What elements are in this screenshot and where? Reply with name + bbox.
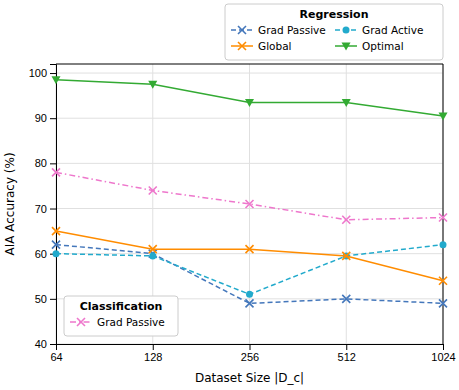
legend-entry: Grad Passive [70, 316, 165, 328]
plot: 64 128 256 512 1024 40 50 60 70 80 90 100 [29, 64, 456, 363]
tick-mark [50, 209, 56, 210]
legend-marker [342, 43, 351, 51]
tick-mark [443, 344, 444, 350]
tick: 64 [50, 344, 62, 363]
tick-label: 128 [144, 351, 162, 363]
x-axis: 64 128 256 512 1024 [50, 344, 455, 363]
legend-title: Classification [80, 300, 163, 313]
marker [52, 227, 60, 235]
tick-label: 100 [29, 67, 47, 79]
tick: 256 [241, 344, 259, 363]
legend-label: Grad Active [362, 24, 423, 36]
axis-line [50, 65, 57, 345]
line [56, 231, 443, 281]
marker [149, 245, 157, 253]
tick-mark [153, 344, 154, 350]
marker [246, 245, 254, 253]
marker [52, 168, 60, 176]
legend: Regression Grad Passive Grad Active Global O… [225, 4, 443, 60]
tick-label: 60 [35, 248, 47, 260]
tick: 80 [35, 157, 56, 169]
marker [245, 99, 254, 107]
marker [439, 277, 447, 285]
tick-mark [250, 344, 251, 350]
marker [149, 186, 157, 194]
tick-label: 50 [35, 293, 47, 305]
tick: 100 [29, 67, 56, 79]
marker [246, 299, 254, 307]
tick: 128 [144, 344, 162, 363]
legend-label: Grad Passive [97, 316, 165, 328]
marker [342, 216, 350, 224]
tick-label: 512 [338, 351, 356, 363]
tick-label: 1024 [431, 351, 455, 363]
marker [148, 81, 157, 89]
tick-label: 80 [35, 157, 47, 169]
tick: 1024 [431, 344, 455, 363]
tick-label: 64 [50, 351, 62, 363]
legend-label: Global [258, 40, 292, 52]
grid [56, 64, 443, 344]
tick-label: 70 [35, 203, 47, 215]
series [52, 76, 448, 120]
tick-label: 90 [35, 112, 47, 124]
axis-line [57, 345, 444, 351]
legend-label: Optimal [362, 40, 404, 52]
series-group [52, 76, 448, 307]
legend-label: Grad Passive [258, 24, 326, 36]
legend-marker [238, 26, 246, 34]
legend-box [64, 296, 178, 336]
marker [52, 241, 60, 249]
legend-marker [77, 318, 85, 326]
marker [439, 112, 448, 120]
tick: 40 [35, 338, 56, 350]
line [56, 172, 443, 219]
marker [342, 252, 350, 260]
tick-mark [50, 344, 56, 345]
line [56, 80, 443, 116]
marker [149, 252, 156, 259]
line [56, 245, 443, 304]
legend-entry: Optimal [335, 40, 404, 52]
series [52, 227, 447, 285]
legend-title: Regression [300, 8, 369, 21]
marker [439, 299, 447, 307]
legend-marker [343, 27, 350, 34]
chart: 64 128 256 512 1024 40 50 60 70 80 90 100 Dataset Si… [0, 0, 459, 390]
tick-mark [50, 118, 56, 119]
marker [246, 200, 254, 208]
legend: Classification Grad Passive [64, 296, 178, 336]
y-axis: 40 50 60 70 80 90 100 [29, 65, 57, 351]
line [56, 245, 443, 295]
legend-entry: Grad Active [335, 24, 423, 36]
x-axis-title: Dataset Size |D_c| [195, 371, 304, 385]
series [53, 241, 447, 298]
legend-entry: Grad Passive [231, 24, 326, 36]
tick-mark [50, 163, 56, 164]
marker [342, 295, 350, 303]
marker [342, 99, 351, 107]
tick: 50 [35, 293, 56, 305]
legend-box [225, 4, 443, 60]
tick-mark [50, 73, 56, 74]
tick-label: 40 [35, 338, 47, 350]
marker [52, 76, 61, 84]
tick: 90 [35, 112, 56, 124]
marker [439, 214, 447, 222]
marker [53, 250, 60, 257]
tick-mark [346, 344, 347, 350]
legend-entry: Global [231, 40, 292, 52]
tick: 512 [338, 344, 356, 363]
legend-marker [238, 42, 246, 50]
marker [440, 241, 447, 248]
tick: 70 [35, 203, 56, 215]
marker [246, 291, 253, 298]
frame [56, 64, 443, 65]
series [52, 168, 447, 223]
tick-label: 256 [241, 351, 259, 363]
tick-mark [50, 299, 56, 300]
y-axis-title: AIA Accuracy (%) [3, 152, 17, 255]
